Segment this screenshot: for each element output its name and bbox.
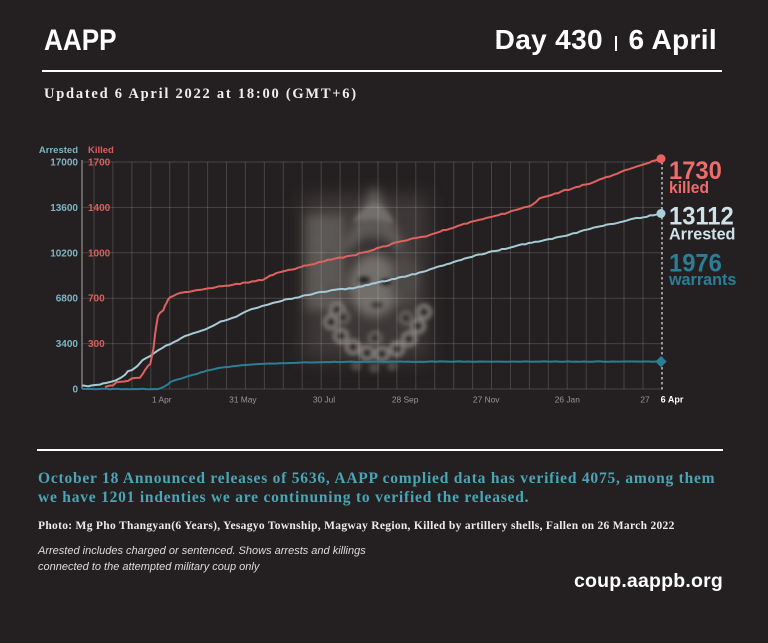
svg-text:17000: 17000 (50, 158, 78, 169)
svg-text:Killed: Killed (88, 145, 114, 156)
svg-text:killed: killed (669, 179, 709, 197)
svg-text:31 May: 31 May (229, 395, 257, 405)
svg-text:10200: 10200 (50, 248, 78, 259)
svg-text:1 Apr: 1 Apr (152, 395, 172, 405)
svg-text:1000: 1000 (88, 248, 111, 259)
svg-text:1976: 1976 (669, 250, 722, 278)
svg-text:26 Jan: 26 Jan (555, 395, 580, 405)
svg-text:6 Apr: 6 Apr (661, 395, 684, 405)
svg-text:3400: 3400 (56, 339, 79, 350)
svg-text:30 Jul: 30 Jul (313, 395, 335, 405)
svg-text:1700: 1700 (88, 158, 111, 169)
svg-text:28 Sep: 28 Sep (392, 395, 419, 405)
svg-text:27 Nov: 27 Nov (473, 395, 500, 405)
svg-text:13112: 13112 (669, 203, 734, 231)
svg-text:warrants: warrants (668, 270, 736, 289)
svg-text:1730: 1730 (669, 157, 722, 185)
svg-text:300: 300 (88, 339, 105, 350)
svg-text:1400: 1400 (88, 203, 111, 214)
svg-text:27: 27 (640, 395, 650, 405)
svg-text:0: 0 (72, 385, 78, 396)
svg-text:700: 700 (88, 294, 105, 305)
svg-text:6800: 6800 (56, 294, 79, 305)
svg-text:Arrested: Arrested (39, 145, 78, 156)
svg-text:13600: 13600 (50, 203, 78, 214)
svg-text:Arrested: Arrested (669, 224, 735, 243)
